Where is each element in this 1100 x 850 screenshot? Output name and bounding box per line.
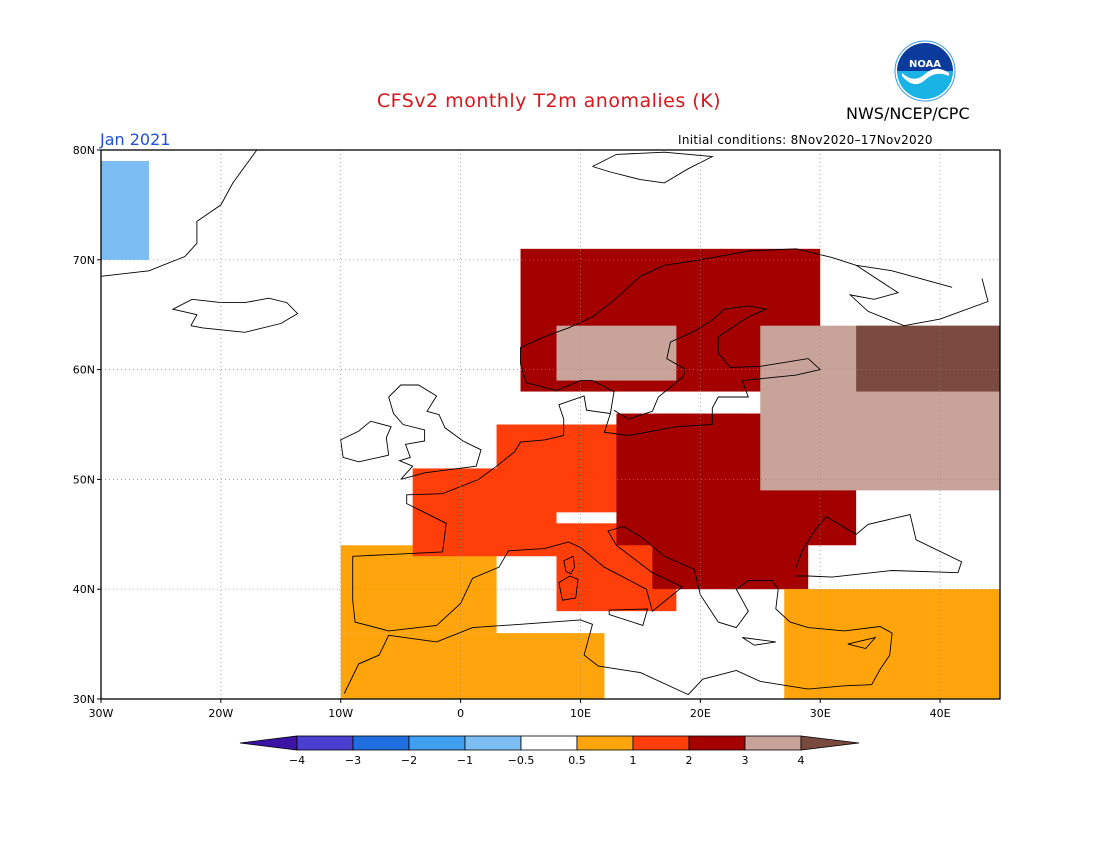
coastline <box>848 264 989 327</box>
legend-swatch <box>576 735 634 751</box>
lon-tick-label: 20W <box>208 707 233 720</box>
coastline <box>795 513 963 578</box>
agency-label: NWS/NCEP/CPC <box>846 104 970 123</box>
noaa-logo: NOAA <box>894 40 956 102</box>
anomaly-region <box>101 160 149 260</box>
lon-tick-label: 10E <box>570 707 591 720</box>
legend-swatch <box>520 735 578 751</box>
anomaly-region <box>340 633 605 699</box>
anomaly-region <box>556 325 677 381</box>
noaa-logo-text: NOAA <box>909 59 941 70</box>
legend-swatch <box>632 735 690 751</box>
legend-label: 1 <box>630 754 637 767</box>
coastline <box>101 150 258 277</box>
coastline <box>608 608 649 626</box>
lon-tick-label: 20E <box>690 707 711 720</box>
lon-tick-label: 10W <box>328 707 353 720</box>
lat-tick-label: 30N <box>73 693 95 706</box>
lon-tick-label: 40E <box>930 707 951 720</box>
legend-label: −3 <box>345 754 361 767</box>
anomaly-region <box>856 325 1000 392</box>
lon-tick-label: 0 <box>457 707 464 720</box>
legend-label: −1 <box>457 754 473 767</box>
legend-label: −0.5 <box>508 754 535 767</box>
coastline <box>847 636 877 650</box>
lat-tick-label: 80N <box>73 144 95 157</box>
legend-label: 0.5 <box>568 754 586 767</box>
lat-tick-label: 40N <box>73 583 95 596</box>
legend-swatch <box>408 735 466 751</box>
lat-tick-label: 50N <box>73 473 95 486</box>
legend-label: 3 <box>742 754 749 767</box>
legend-label: 2 <box>686 754 693 767</box>
legend-swatch <box>296 735 354 751</box>
coastline <box>999 555 1000 557</box>
legend-swatch <box>800 735 860 751</box>
legend-swatch <box>352 735 410 751</box>
lat-tick-label: 60N <box>73 364 95 377</box>
color-legend: −4 −3 −2 −1 −0.5 0.5 1 2 3 4 <box>239 735 860 767</box>
anomaly-region <box>652 534 809 590</box>
legend-swatch <box>464 735 522 751</box>
legend-swatch <box>688 735 746 751</box>
coastline <box>613 305 821 420</box>
lat-tick-label: 70N <box>73 254 95 267</box>
anomaly-region <box>340 545 497 634</box>
coastline <box>388 384 482 480</box>
coastline <box>775 589 893 685</box>
chart-title: CFSv2 monthly T2m anomalies (K) <box>376 90 722 112</box>
coastline <box>388 619 872 696</box>
legend-label: −4 <box>289 754 305 767</box>
coastline <box>352 369 821 557</box>
coastline <box>563 555 575 575</box>
legend-label: −2 <box>401 754 417 767</box>
coastline <box>343 635 390 694</box>
lon-tick-label: 30W <box>89 707 114 720</box>
coastline <box>558 575 579 601</box>
axis-tick-layer: 30W 20W 10W 0 10E 20E 30E 40E 30N 40N 50N 60N 70N 80N <box>73 144 951 720</box>
coastline <box>592 151 714 184</box>
forecast-month: Jan 2021 <box>100 130 171 149</box>
coastline <box>171 297 299 333</box>
coastline <box>742 637 776 646</box>
initial-conditions: Initial conditions: 8Nov2020–17Nov2020 <box>678 133 933 147</box>
lon-tick-label: 30E <box>810 707 831 720</box>
coastline <box>340 420 392 463</box>
legend-label: 4 <box>798 754 805 767</box>
anomaly-fill-layer <box>101 160 1000 699</box>
anomaly-region <box>784 589 1000 699</box>
coastline <box>352 526 779 632</box>
legend-swatch <box>239 735 298 751</box>
legend-swatch <box>744 735 802 751</box>
map-frame <box>100 149 1001 700</box>
